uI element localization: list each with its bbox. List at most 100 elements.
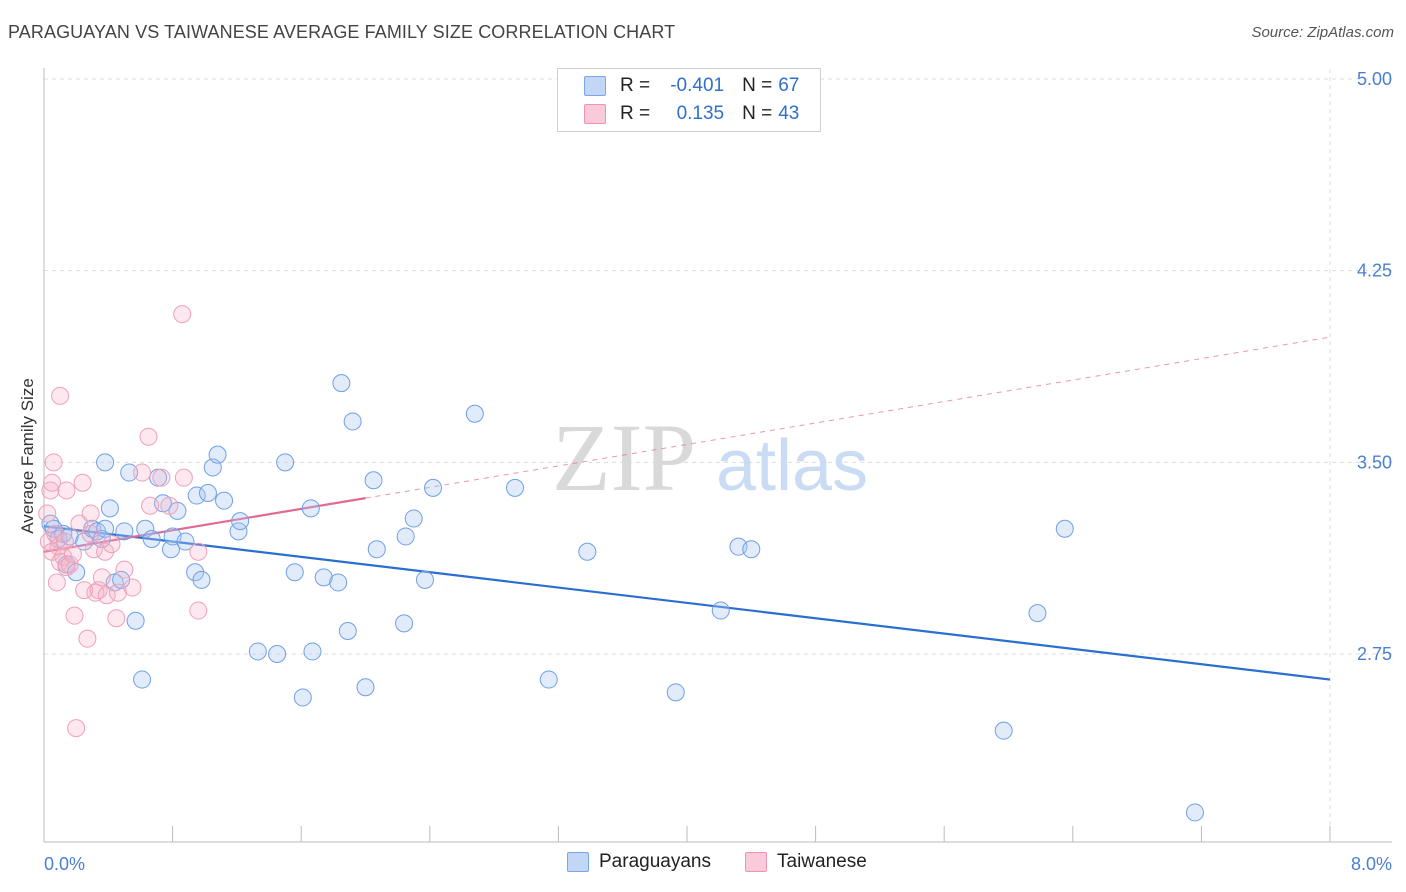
point-paraguayans bbox=[198, 484, 217, 502]
point-paraguayans bbox=[136, 519, 155, 538]
point-taiwanese bbox=[63, 545, 82, 564]
legend-label-paraguayans: Paraguayans bbox=[599, 851, 711, 872]
stats-box: R = -0.401 N = 67 R = 0.135 N = 43 bbox=[557, 68, 821, 132]
watermark-atlas: atlas bbox=[716, 426, 868, 506]
trend-extension-taiwanese bbox=[365, 336, 1331, 499]
n-value: 67 bbox=[778, 75, 800, 96]
point-paraguayans bbox=[424, 478, 443, 497]
legend-item-taiwanese: Taiwanese bbox=[745, 851, 867, 873]
point-taiwanese bbox=[84, 540, 103, 559]
point-paraguayans bbox=[276, 453, 295, 472]
point-paraguayans bbox=[505, 478, 524, 497]
tick-labels: 2.75 3.50 4.25 5.00 0.0% 8.0% bbox=[44, 69, 1392, 874]
y-tick-label: 5.00 bbox=[1357, 69, 1392, 89]
y-tick-label: 2.75 bbox=[1357, 644, 1392, 664]
point-paraguayans bbox=[578, 542, 597, 561]
point-taiwanese bbox=[189, 542, 208, 561]
r-label: R = bbox=[620, 75, 651, 96]
point-taiwanese bbox=[123, 578, 142, 597]
point-paraguayans bbox=[142, 530, 161, 548]
axes bbox=[43, 68, 1392, 843]
n-value: 43 bbox=[778, 103, 800, 124]
point-taiwanese bbox=[51, 386, 70, 405]
point-paraguayans bbox=[41, 514, 60, 533]
point-paraguayans bbox=[666, 683, 685, 702]
point-paraguayans bbox=[126, 611, 145, 630]
point-paraguayans bbox=[539, 670, 558, 689]
point-taiwanese bbox=[152, 468, 171, 487]
point-paraguayans bbox=[1185, 803, 1204, 822]
point-paraguayans bbox=[215, 491, 234, 510]
point-paraguayans bbox=[60, 527, 79, 546]
point-paraguayans bbox=[303, 642, 322, 661]
watermark-zip: ZIP bbox=[552, 404, 696, 511]
legend-item-paraguayans: Paraguayans bbox=[567, 851, 711, 873]
r-value: -0.401 bbox=[670, 75, 725, 96]
n-label: N = bbox=[742, 103, 773, 124]
stats-swatch-paraguayans bbox=[584, 76, 606, 96]
point-paraguayans bbox=[356, 678, 375, 697]
data-points bbox=[38, 305, 1204, 822]
point-taiwanese bbox=[67, 719, 86, 738]
stats-swatch-taiwanese bbox=[584, 104, 606, 124]
point-taiwanese bbox=[73, 473, 92, 492]
point-paraguayans bbox=[208, 445, 227, 464]
legend: Paraguayans Taiwanese bbox=[0, 851, 1406, 877]
point-paraguayans bbox=[742, 540, 761, 559]
point-paraguayans bbox=[395, 614, 414, 633]
source-label: Source: ZipAtlas.com bbox=[1251, 24, 1394, 41]
n-label: N = bbox=[742, 75, 773, 96]
point-taiwanese bbox=[108, 583, 127, 602]
point-taiwanese bbox=[60, 555, 79, 574]
point-taiwanese bbox=[86, 583, 105, 602]
point-taiwanese bbox=[96, 542, 115, 561]
point-paraguayans bbox=[96, 519, 115, 538]
point-taiwanese bbox=[173, 305, 192, 324]
trend-line-paraguayans bbox=[43, 525, 1331, 681]
r-value: 0.135 bbox=[676, 103, 725, 124]
legend-swatch-paraguayans bbox=[567, 852, 589, 872]
point-paraguayans bbox=[338, 622, 357, 640]
point-paraguayans bbox=[248, 642, 267, 661]
point-taiwanese bbox=[133, 463, 152, 482]
point-taiwanese bbox=[65, 606, 84, 625]
point-paraguayans bbox=[133, 670, 152, 689]
point-taiwanese bbox=[70, 514, 89, 533]
point-paraguayans bbox=[332, 374, 351, 393]
point-paraguayans bbox=[75, 532, 94, 551]
point-paraguayans bbox=[415, 570, 434, 589]
point-taiwanese bbox=[78, 629, 97, 648]
point-paraguayans bbox=[192, 570, 211, 589]
point-taiwanese bbox=[41, 481, 60, 500]
point-paraguayans bbox=[186, 563, 205, 582]
point-paraguayans bbox=[343, 412, 362, 431]
point-paraguayans bbox=[994, 721, 1013, 740]
point-taiwanese bbox=[97, 586, 116, 605]
point-taiwanese bbox=[141, 496, 160, 515]
point-taiwanese bbox=[160, 496, 179, 515]
point-paraguayans bbox=[120, 463, 139, 482]
point-paraguayans bbox=[367, 540, 386, 559]
point-paraguayans bbox=[364, 471, 383, 490]
point-paraguayans bbox=[176, 532, 195, 551]
point-paraguayans bbox=[465, 404, 484, 423]
point-paraguayans bbox=[231, 512, 250, 531]
point-paraguayans bbox=[301, 499, 320, 518]
point-taiwanese bbox=[38, 504, 57, 523]
point-taiwanese bbox=[189, 601, 208, 620]
stats-row-taiwanese: R = 0.135 N = 43 bbox=[558, 100, 799, 128]
r-label: R = bbox=[620, 103, 651, 124]
point-taiwanese bbox=[47, 573, 66, 592]
point-paraguayans bbox=[711, 601, 730, 620]
point-paraguayans bbox=[404, 509, 423, 528]
point-taiwanese bbox=[174, 468, 193, 487]
point-paraguayans bbox=[1055, 519, 1074, 538]
point-taiwanese bbox=[57, 481, 76, 500]
trend-lines bbox=[43, 336, 1331, 681]
y-tick-label: 3.50 bbox=[1357, 452, 1392, 472]
x-tick-label: 0.0% bbox=[44, 854, 85, 874]
legend-swatch-taiwanese bbox=[745, 852, 767, 872]
point-paraguayans bbox=[314, 568, 333, 587]
y-tick-label: 4.25 bbox=[1357, 261, 1392, 281]
